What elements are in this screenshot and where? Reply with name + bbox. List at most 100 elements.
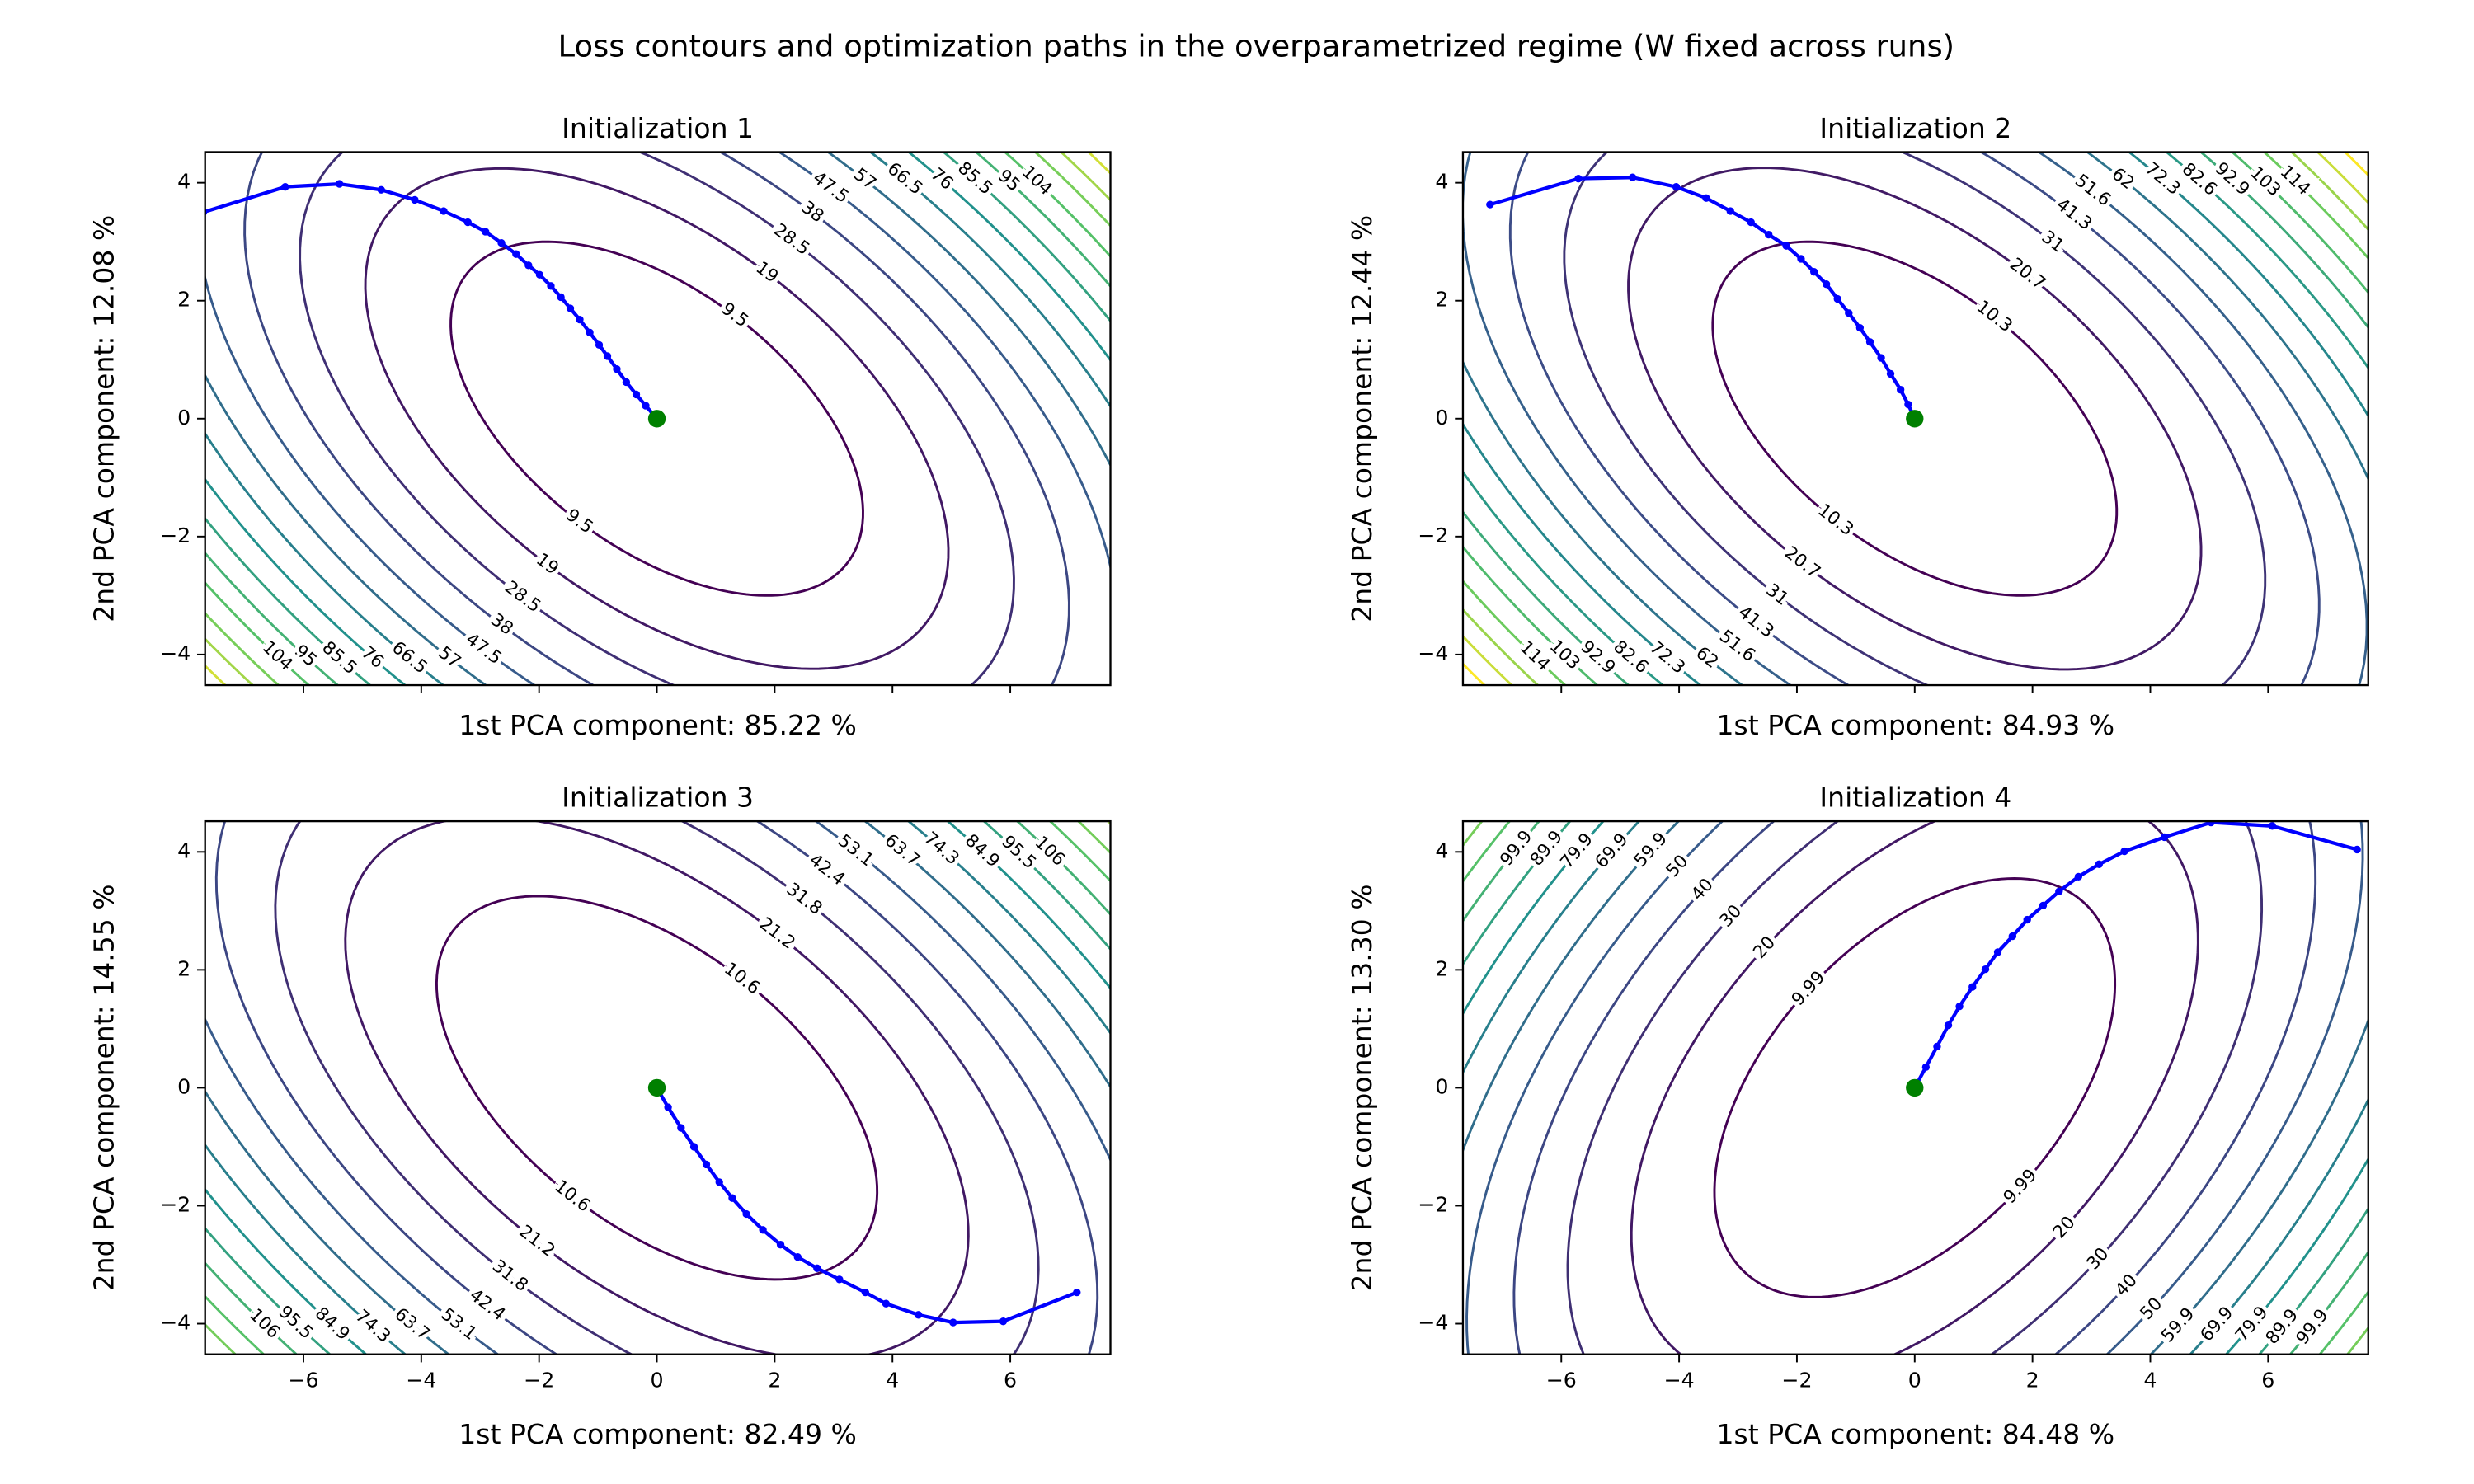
path-point <box>281 183 289 191</box>
y-axis-label: 2nd PCA component: 12.44 % <box>1346 215 1378 622</box>
path-point <box>728 1194 736 1202</box>
path-point <box>586 328 594 336</box>
path-point <box>664 1103 672 1111</box>
path-point <box>2353 845 2361 854</box>
path-point <box>1833 294 1841 303</box>
contour-line <box>1713 877 2117 1298</box>
axes-title: Initialization 1 <box>562 112 754 144</box>
path-point <box>2074 872 2083 881</box>
path-point <box>557 293 565 302</box>
path-point <box>1672 183 1681 191</box>
path-point <box>1886 369 1895 378</box>
y-tick-label: −4 <box>1418 641 1448 665</box>
contour-line <box>1627 167 2203 671</box>
path-point <box>622 378 631 387</box>
path-point <box>1865 338 1874 346</box>
y-tick-label: 2 <box>177 956 190 980</box>
contour-line <box>205 152 1111 686</box>
contour-line <box>1563 152 2267 686</box>
path-point <box>613 365 621 373</box>
contour-line <box>435 895 879 1281</box>
path-point <box>2023 915 2031 924</box>
contour-line <box>205 152 1111 686</box>
path-point <box>776 1241 785 1249</box>
path-point <box>742 1209 750 1219</box>
contour-line <box>1508 152 2321 686</box>
path-point <box>603 352 612 360</box>
y-tick-label: 2 <box>1435 288 1448 312</box>
contour-line <box>299 152 1015 686</box>
x-axis-label: 1st PCA component: 84.93 % <box>1717 709 2115 741</box>
path-point <box>1968 983 1977 991</box>
path-point <box>1702 194 1710 202</box>
optimum-marker <box>1906 410 1924 428</box>
y-tick-label: 0 <box>177 406 190 430</box>
path-point <box>497 238 506 247</box>
y-tick-label: 4 <box>1435 170 1448 194</box>
x-tick-label: −6 <box>1546 1369 1577 1392</box>
path-point <box>2207 821 2215 827</box>
path-point <box>2095 860 2104 868</box>
path-point <box>1933 1042 1941 1051</box>
y-tick-label: −4 <box>1418 1311 1448 1335</box>
path-point <box>914 1311 923 1319</box>
y-axis-label: 2nd PCA component: 12.08 % <box>88 215 120 622</box>
contour-line <box>1566 821 2264 1355</box>
optimum-marker <box>647 1078 666 1097</box>
contour-line <box>274 821 1040 1355</box>
y-tick-label: −2 <box>160 1192 190 1216</box>
path-point <box>411 195 419 204</box>
path-point <box>1574 174 1583 183</box>
path-point <box>882 1299 891 1308</box>
optimum-marker <box>647 410 666 428</box>
contour-line <box>1512 821 2317 1355</box>
path-point <box>1726 207 1734 215</box>
path-point <box>2160 833 2169 842</box>
path-point <box>377 186 385 194</box>
path-point <box>335 180 344 188</box>
contour-line <box>1630 821 2199 1355</box>
path-point <box>2055 887 2063 895</box>
path-point <box>524 261 533 270</box>
optimum-marker <box>1906 1078 1924 1097</box>
x-tick-label: 0 <box>1908 1369 1921 1392</box>
contour-line <box>449 240 864 597</box>
path-point <box>715 1178 723 1186</box>
y-axis-label: 2nd PCA component: 13.30 % <box>1346 884 1378 1291</box>
axes-title: Initialization 3 <box>562 781 754 813</box>
path-point <box>2008 932 2017 941</box>
path-point <box>702 1160 711 1169</box>
path-point <box>677 1124 685 1132</box>
y-axis-label: 2nd PCA component: 14.55 % <box>88 884 120 1291</box>
y-tick-label: 4 <box>1435 838 1448 862</box>
path-point <box>547 282 555 290</box>
path-point <box>576 315 584 324</box>
y-tick-label: 0 <box>1435 1074 1448 1098</box>
y-tick-label: −2 <box>160 524 190 547</box>
y-tick-label: 2 <box>1435 956 1448 980</box>
path-point <box>1782 242 1790 250</box>
y-tick-label: −4 <box>160 1311 190 1335</box>
path-point <box>1955 1003 1964 1011</box>
x-tick-label: −4 <box>406 1369 436 1392</box>
path-point <box>482 228 490 236</box>
path-point <box>2039 901 2048 910</box>
path-point <box>1822 280 1831 289</box>
path-point <box>1896 386 1905 394</box>
x-tick-label: 6 <box>1004 1369 1017 1392</box>
path-point <box>793 1253 802 1261</box>
path-point <box>813 1264 821 1272</box>
contour-line <box>205 821 1111 1355</box>
x-tick-label: −4 <box>1663 1369 1694 1392</box>
contour-line <box>344 821 970 1355</box>
path-point <box>566 304 575 312</box>
contour-line <box>1465 821 2364 1355</box>
y-tick-label: −2 <box>1418 1192 1448 1216</box>
contour-line <box>1711 240 2119 597</box>
path-point <box>759 1226 767 1234</box>
path-point <box>595 340 604 350</box>
x-tick-label: −6 <box>288 1369 318 1392</box>
x-tick-label: 0 <box>650 1369 663 1392</box>
